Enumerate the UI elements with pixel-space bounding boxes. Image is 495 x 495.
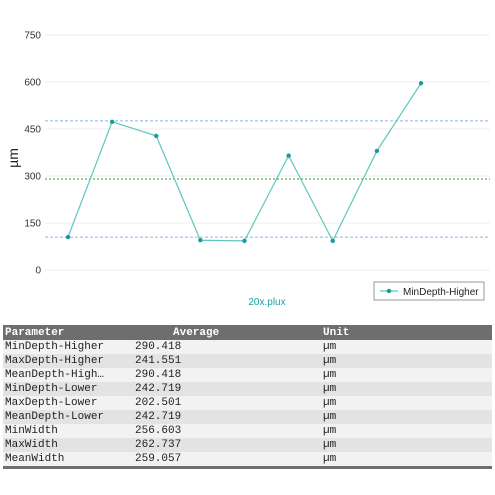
cell-average: 242.719 — [133, 410, 321, 424]
data-point — [109, 119, 115, 124]
table-row: MeanDepth-High… 290.418 µm — [3, 368, 492, 382]
header-parameter: Parameter — [3, 325, 133, 340]
y-tick-label: 600 — [24, 78, 41, 89]
cell-parameter: MinWidth — [3, 424, 133, 438]
statistics-table: Parameter Average Unit MinDepth-Higher 29… — [3, 325, 492, 469]
header-average: Average — [133, 325, 321, 340]
y-tick-label: 0 — [35, 266, 41, 277]
table-row: MeanWidth 259.057 µm — [3, 452, 492, 469]
data-point — [418, 81, 424, 86]
cell-average: 259.057 — [133, 452, 321, 469]
cell-parameter: MaxDepth-Higher — [3, 354, 133, 368]
table-header-row: Parameter Average Unit — [3, 325, 492, 340]
data-point — [65, 234, 71, 240]
cell-unit: µm — [321, 368, 492, 382]
cell-parameter: MaxDepth-Lower — [3, 396, 133, 410]
cell-average: 290.418 — [133, 368, 321, 382]
y-tick-label: 300 — [24, 172, 41, 183]
cell-parameter: MaxWidth — [3, 438, 133, 452]
cell-unit: µm — [321, 382, 492, 396]
table-row: MaxWidth 262.737 µm — [3, 438, 492, 452]
data-point — [286, 153, 291, 158]
cell-average: 202.501 — [133, 396, 321, 410]
data-point — [242, 238, 247, 244]
data-point — [198, 238, 203, 243]
cell-unit: µm — [321, 438, 492, 452]
table-row: MinDepth-Higher 290.418 µm — [3, 340, 492, 354]
cell-average: 290.418 — [133, 340, 321, 354]
legend-label: MinDepth-Higher — [403, 287, 479, 298]
chart: 0 150 300 450 600 750 µm 20x.plux MinDepth-Highe… — [5, 31, 490, 308]
x-axis-label: 20x.plux — [248, 297, 285, 308]
table-row: MeanDepth-Lower 242.719 µm — [3, 410, 492, 424]
cell-unit: µm — [321, 424, 492, 438]
cell-unit: µm — [321, 354, 492, 368]
table-row: MaxDepth-Higher 241.551 µm — [3, 354, 492, 368]
legend-marker — [386, 288, 392, 294]
y-tick-label: 450 — [24, 125, 41, 136]
cell-parameter: MinDepth-Higher — [3, 340, 133, 354]
data-point — [374, 148, 380, 154]
y-tick-label: 750 — [24, 31, 41, 42]
cell-parameter: MeanDepth-High… — [3, 368, 133, 382]
cell-unit: µm — [321, 396, 492, 410]
cell-average: 262.737 — [133, 438, 321, 452]
y-axis-label: µm — [5, 148, 21, 168]
table-row: MinWidth 256.603 µm — [3, 424, 492, 438]
cell-average: 241.551 — [133, 354, 321, 368]
legend-box — [373, 281, 485, 301]
y-tick-label: 150 — [24, 219, 41, 230]
cell-unit: µm — [321, 340, 492, 354]
cell-parameter: MeanWidth — [3, 452, 133, 469]
table-row: MinDepth-Lower 242.719 µm — [3, 382, 492, 396]
cell-average: 256.603 — [133, 424, 321, 438]
cell-parameter: MinDepth-Lower — [3, 382, 133, 396]
cell-unit: µm — [321, 452, 492, 469]
header-unit: Unit — [321, 325, 492, 340]
series-line — [67, 82, 422, 243]
data-point — [154, 133, 159, 139]
table-row: MaxDepth-Lower 202.501 µm — [3, 396, 492, 410]
cell-parameter: MeanDepth-Lower — [3, 410, 133, 424]
cell-unit: µm — [321, 410, 492, 424]
data-point — [330, 238, 335, 244]
cell-average: 242.719 — [133, 382, 321, 396]
